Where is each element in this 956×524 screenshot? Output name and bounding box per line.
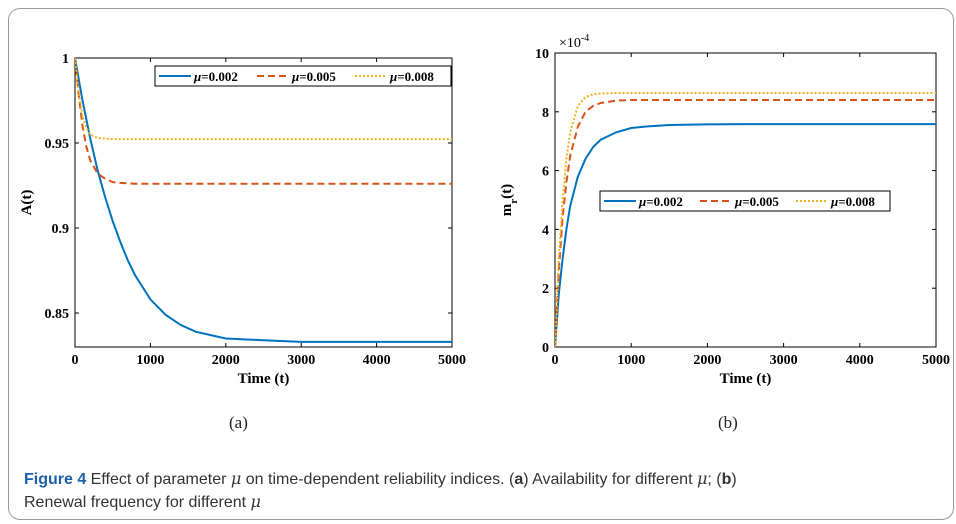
chart-b-legend-label-value: =0.002 (646, 194, 683, 209)
chart-b-legend-label-value: =0.005 (742, 194, 779, 209)
figure-label: Figure 4 (24, 471, 87, 488)
chart-b-x-tick-label: 2000 (693, 353, 721, 368)
caption-text-1: Effect of parameter (86, 471, 231, 488)
chart-a-x-tick-label: 4000 (363, 353, 391, 368)
caption-text-2: on time-dependent reliability indices. ( (241, 471, 515, 488)
chart-a-y-axis-label: A(t) (19, 190, 35, 216)
chart-a-x-tick-label: 2000 (212, 353, 240, 368)
chart-a-series-line-2 (75, 58, 452, 185)
chart-b-y-tick-label: 2 (542, 282, 549, 297)
chart-b-y-axis-label-tail: (t) (499, 184, 515, 199)
chart-b-x-tick-label: 1000 (617, 353, 645, 368)
chart-b-exponent-power: -4 (581, 33, 589, 44)
chart-a-legend-label-value: =0.002 (201, 69, 238, 84)
chart-a-series-line-1 (75, 58, 452, 343)
caption-text-3: ) Availability for different (523, 471, 697, 488)
chart-a-legend-label-symbol: μ (193, 69, 201, 84)
chart-a-y-tick-label: 0.9 (52, 222, 70, 237)
chart-a-x-tick-label: 0 (72, 353, 79, 368)
caption-line-2: Renewal frequency for different (24, 494, 251, 511)
chart-a-legend-label-symbol: μ (291, 69, 299, 84)
chart-b-y-axis-label-sub: r (508, 199, 520, 204)
chart-a-y-tick-label: 0.85 (45, 307, 70, 322)
caption-b-letter: b (721, 471, 732, 488)
chart-b-legend-label-2: μ=0.005 (734, 194, 779, 209)
caption-a-letter: a (514, 471, 524, 488)
chart-a-legend-label-value: =0.008 (397, 69, 434, 84)
chart-b-legend-label-1: μ=0.002 (638, 194, 683, 209)
chart-b-y-tick-label: 6 (542, 165, 549, 180)
chart-a-x-axis-label: Time (t) (238, 371, 290, 387)
chart-a-legend-label-value: =0.005 (299, 69, 336, 84)
chart-a-x-tick-label: 3000 (287, 353, 315, 368)
chart-a-legend-label-symbol: μ (389, 69, 397, 84)
chart-b-y-tick-label: 0 (542, 341, 549, 356)
chart-b-x-tick-label: 3000 (770, 353, 798, 368)
chart-b-exponent-base: ×10 (559, 36, 581, 51)
chart-b-y-axis-label-main: m (499, 203, 515, 216)
chart-b-series-line-3 (555, 92, 936, 347)
chart-a-y-tick-label: 0.95 (45, 137, 70, 152)
caption-mu-symbol: μ (696, 469, 708, 488)
chart-b-x-tick-label: 0 (552, 353, 559, 368)
caption-text-5: ) (731, 471, 737, 488)
chart-b-y-tick-label: 10 (535, 47, 549, 62)
chart-b-legend-label-value: =0.008 (838, 194, 875, 209)
chart-b-legend-label-symbol: μ (734, 194, 742, 209)
chart-a-legend-box (154, 65, 452, 87)
chart-b-legend-label-symbol: μ (830, 194, 838, 209)
chart-b-x-axis-label: Time (t) (720, 371, 772, 387)
chart-b-series-line-1 (555, 123, 936, 347)
chart-b-legend-box (599, 190, 891, 212)
caption-mu-symbol: μ (230, 469, 242, 488)
chart-b-exponent-label: ×10-4 (559, 33, 589, 51)
chart-b-x-tick-label: 5000 (922, 353, 950, 368)
chart-b-legend-label-3: μ=0.008 (830, 194, 875, 209)
chart-a-x-tick-label: 1000 (136, 353, 164, 368)
chart-a-y-tick-label: 1 (62, 52, 69, 67)
chart-b-y-tick-label: 8 (542, 106, 549, 121)
chart-b-x-tick-label: 4000 (846, 353, 874, 368)
chart-b-series-line-2 (555, 99, 936, 347)
chart-b-y-tick-label: 4 (542, 223, 549, 238)
chart-a-legend-label-1: μ=0.002 (193, 69, 238, 84)
chart-a-legend-label-2: μ=0.005 (291, 69, 336, 84)
chart-a-x-tick-label: 5000 (438, 353, 466, 368)
figure-caption: Figure 4 Effect of parameter μ on time-d… (24, 468, 924, 514)
subfigure-label-a: (a) (229, 413, 248, 432)
subfigure-label-b: (b) (718, 413, 738, 432)
chart-b-y-axis-label: mr(t) (499, 184, 520, 216)
caption-mu-symbol: μ (250, 492, 261, 511)
chart-a-series-line-3 (75, 58, 452, 141)
caption-text-4: ; ( (707, 471, 722, 488)
chart-a-plot-area (74, 57, 453, 348)
chart-a-legend-label-3: μ=0.008 (389, 69, 434, 84)
figure-frame (8, 8, 954, 520)
chart-b-legend-label-symbol: μ (638, 194, 646, 209)
